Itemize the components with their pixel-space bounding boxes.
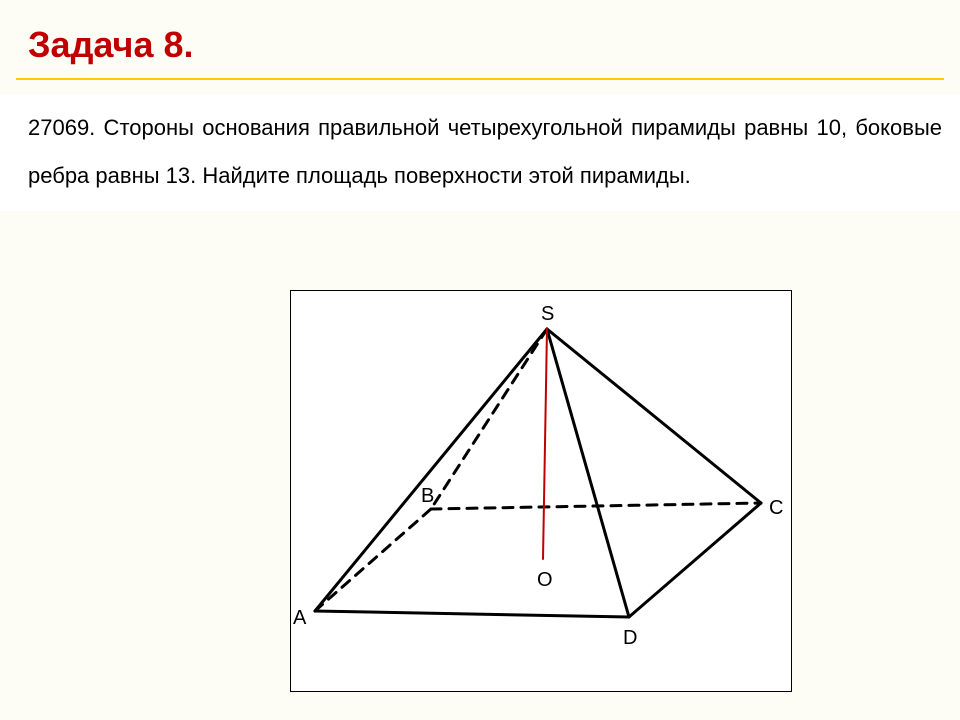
pyramid-svg [291, 291, 791, 691]
vertex-label-c: C [769, 497, 783, 520]
pyramid-figure: S A B C D O [290, 290, 792, 692]
vertex-label-s: S [541, 303, 554, 326]
vertex-label-a: A [293, 607, 306, 630]
vertex-label-d: D [623, 627, 637, 650]
title-text: Задача 8. [28, 24, 194, 65]
center-label-o: O [537, 569, 553, 592]
vertex-label-b: B [421, 485, 434, 508]
problem-text: 27069. Стороны основания правильной четы… [28, 104, 942, 201]
task-title: Задача 8. [28, 24, 194, 66]
problem-statement-box: 27069. Стороны основания правильной четы… [0, 94, 960, 211]
title-divider [16, 78, 944, 80]
